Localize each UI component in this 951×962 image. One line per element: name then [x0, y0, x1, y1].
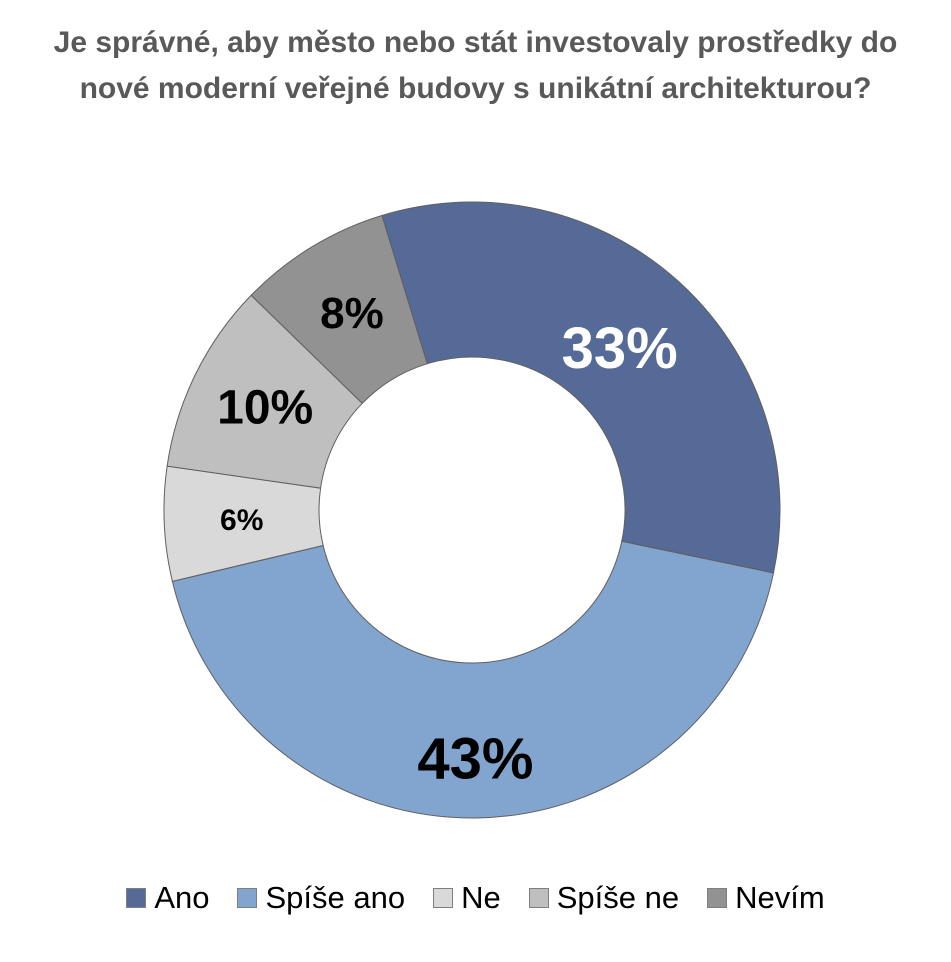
legend-label: Ne — [461, 880, 501, 915]
chart-title-line-2: nové moderní veřejné budovy s unikátní a… — [79, 72, 872, 105]
legend-label: Spíše ano — [265, 880, 406, 915]
legend-swatch — [237, 888, 258, 908]
legend-swatch — [528, 888, 549, 908]
legend-label: Nevím — [735, 880, 825, 915]
legend-item-spise-ano: Spíše ano — [237, 880, 405, 916]
data-label-spise-ano: 43% — [417, 726, 533, 791]
data-label-ano: 33% — [562, 316, 678, 381]
legend-label: Ano — [154, 880, 210, 915]
donut-slice-ano — [381, 201, 781, 574]
data-label-spise-ne: 10% — [217, 382, 313, 435]
legend-item-ano: Ano — [126, 880, 209, 916]
legend-item-ne: Ne — [433, 880, 501, 916]
donut-slice-spise-ano — [171, 540, 775, 819]
legend-label: Spíše ne — [556, 880, 680, 915]
legend-item-nevim: Nevím — [707, 880, 825, 916]
data-label-nevim: 8% — [320, 289, 384, 338]
chart-title-line-1: Je správné, aby město nebo stát investov… — [53, 26, 898, 59]
legend-swatch — [126, 888, 147, 908]
legend-swatch — [433, 888, 454, 908]
chart-title: Je správné, aby město nebo stát investov… — [0, 20, 951, 112]
data-label-ne: 6% — [220, 504, 263, 537]
donut-slice-nevim — [250, 214, 428, 405]
chart-legend: Ano Spíše ano Ne Spíše ne Nevím — [0, 880, 951, 916]
legend-swatch — [707, 888, 728, 908]
legend-item-spise-ne: Spíše ne — [528, 880, 680, 916]
